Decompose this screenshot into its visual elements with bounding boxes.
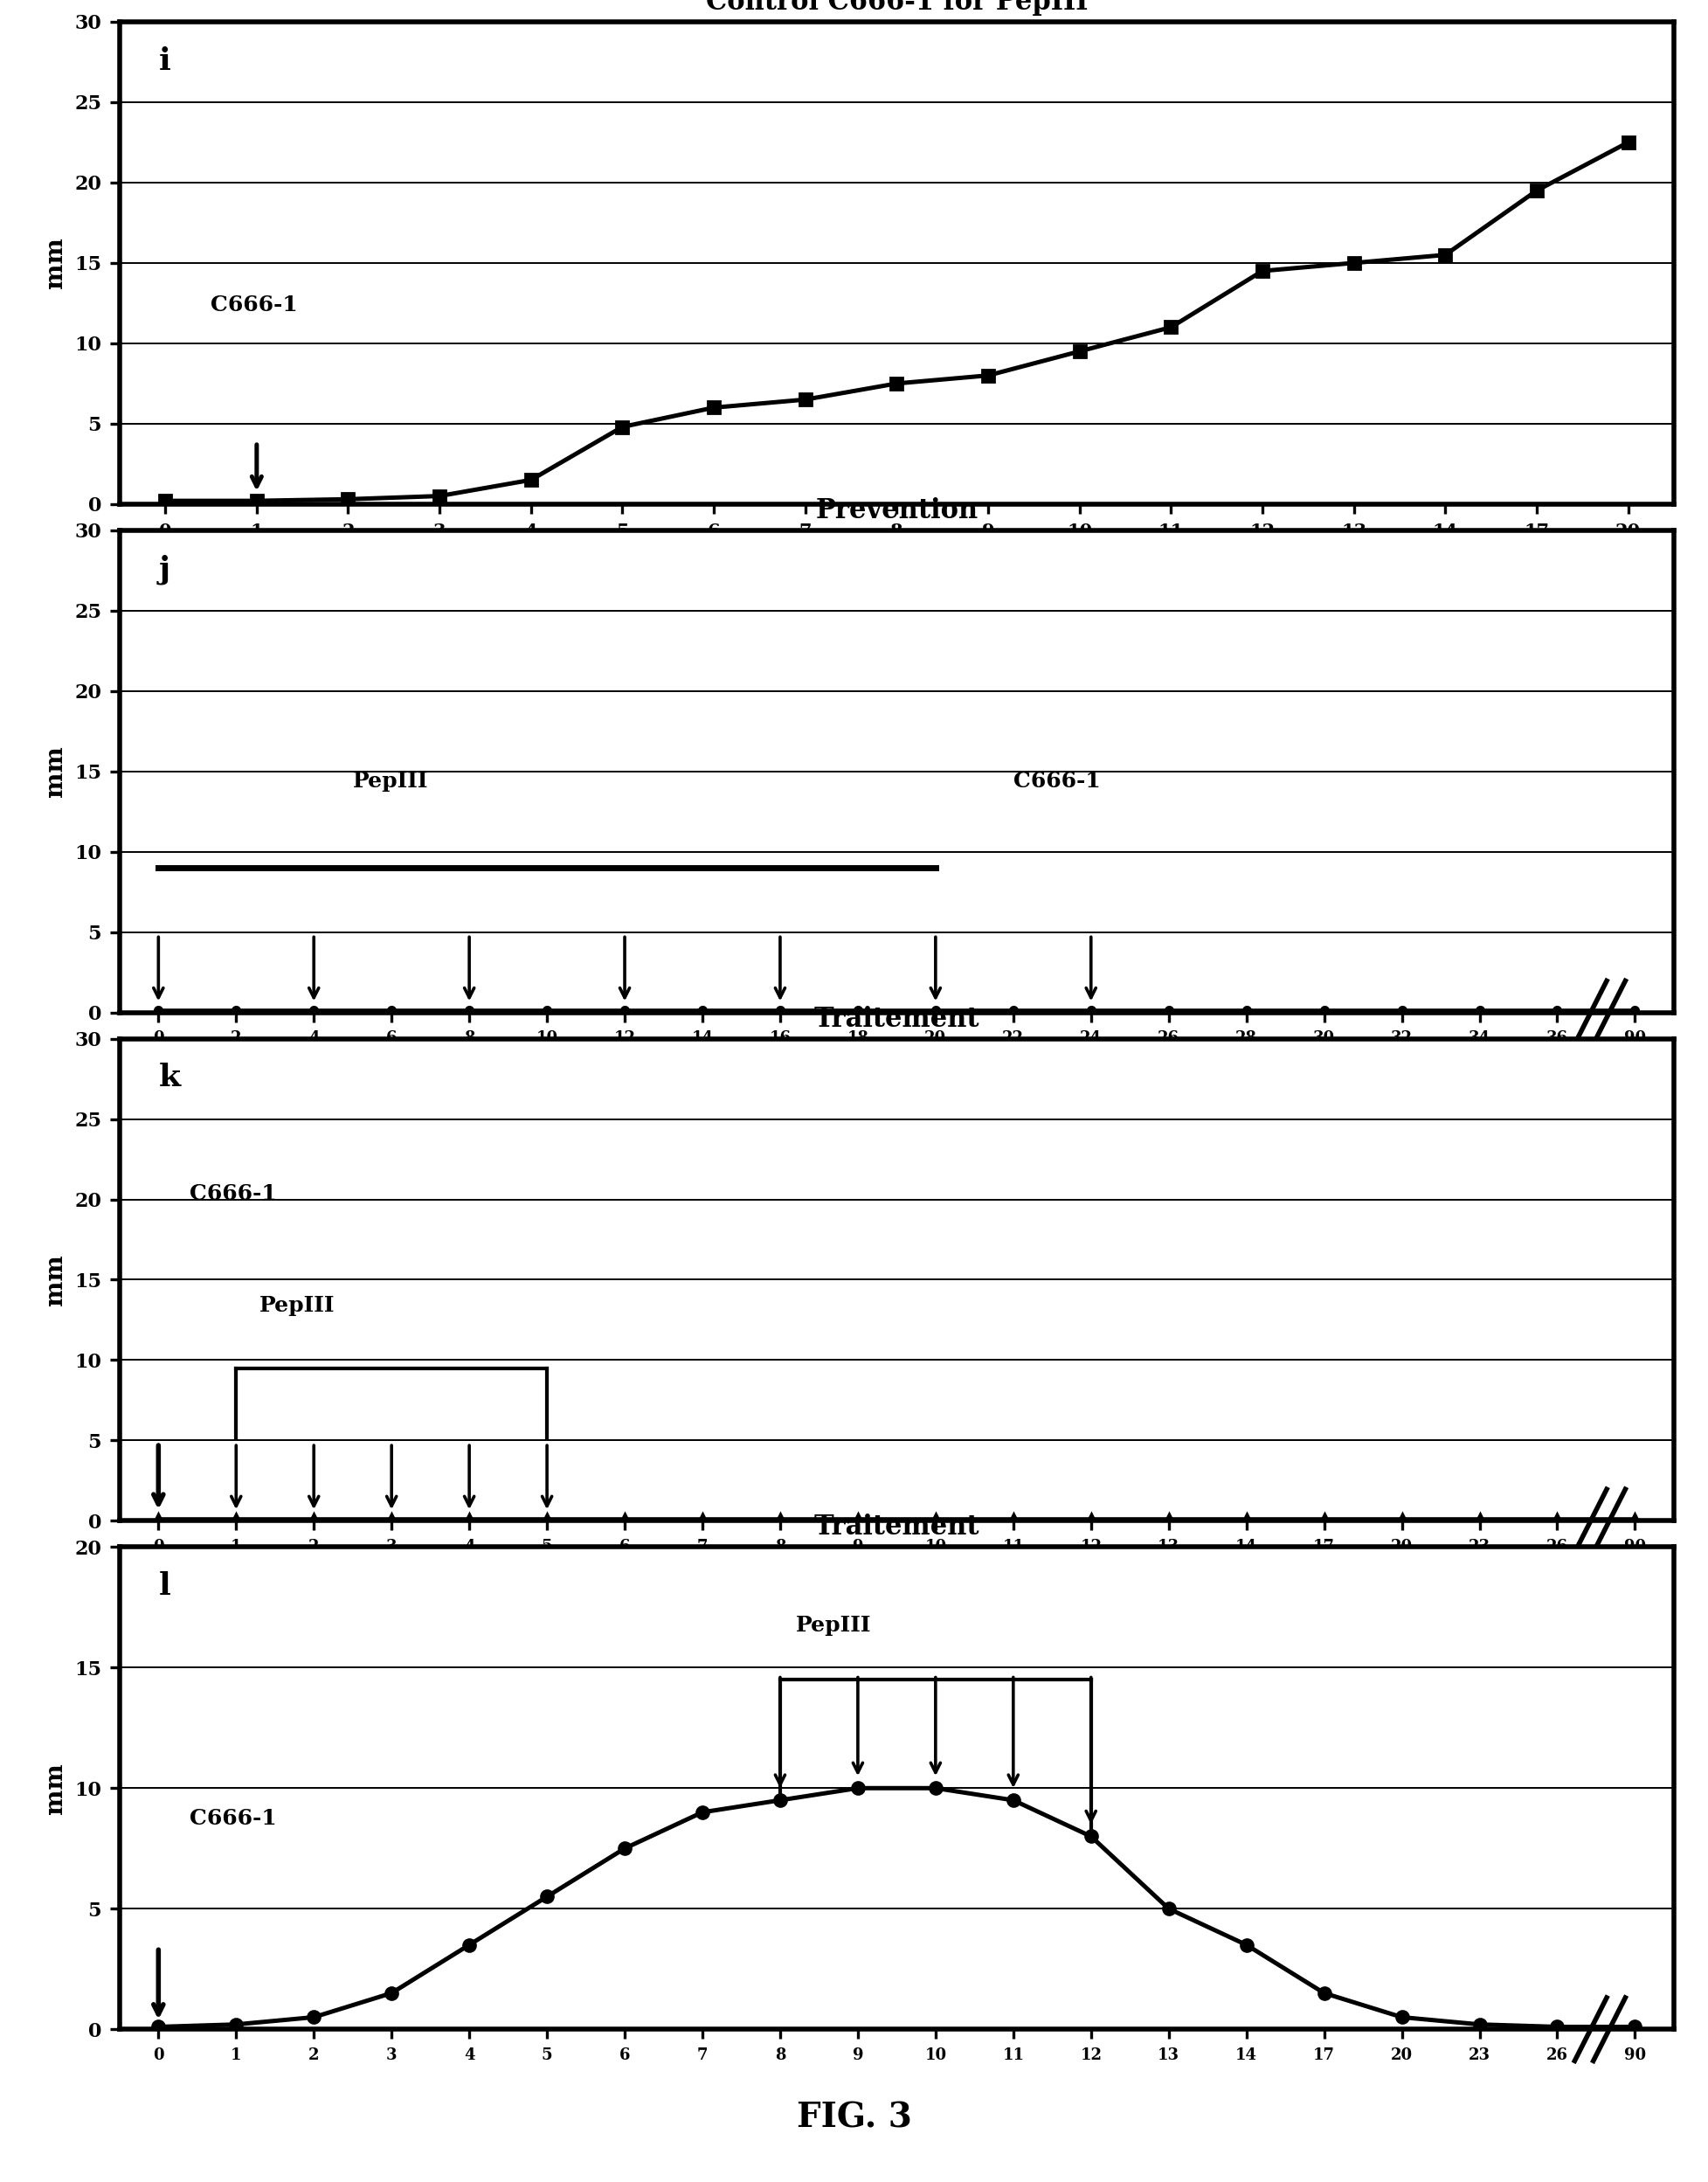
Text: i: i — [159, 46, 171, 76]
Title: Control C666-1 for PepIII: Control C666-1 for PepIII — [705, 0, 1088, 15]
Title: Prevention: Prevention — [815, 497, 979, 524]
Text: l: l — [159, 1571, 171, 1602]
Text: j: j — [159, 554, 169, 585]
Title: Traitement: Traitement — [815, 1006, 979, 1032]
Text: PepIII: PepIII — [796, 1615, 871, 1636]
Text: FIG. 3: FIG. 3 — [796, 2101, 912, 2134]
Text: C666-1: C666-1 — [190, 1183, 277, 1204]
Text: C666-1: C666-1 — [190, 1807, 277, 1829]
Text: C666-1: C666-1 — [1013, 770, 1100, 792]
Text: C666-1: C666-1 — [212, 295, 299, 316]
Y-axis label: mm: mm — [43, 238, 67, 288]
Text: PepIII: PepIII — [352, 770, 429, 792]
Text: k: k — [159, 1063, 181, 1093]
Y-axis label: mm: mm — [43, 1763, 67, 1813]
Text: PepIII: PepIII — [260, 1296, 335, 1316]
Y-axis label: mm: mm — [43, 1255, 67, 1305]
Title: Traitement: Traitement — [815, 1514, 979, 1540]
Y-axis label: mm: mm — [43, 746, 67, 796]
